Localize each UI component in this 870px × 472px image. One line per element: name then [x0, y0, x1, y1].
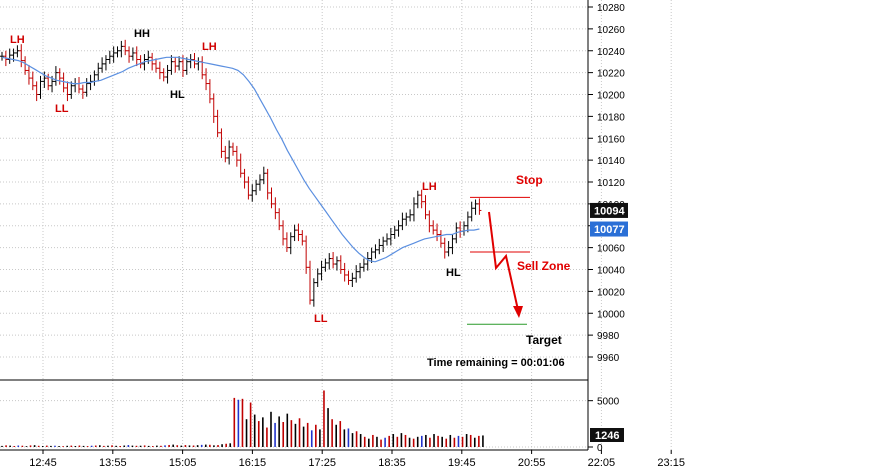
time-tick-label: 18:35: [378, 457, 406, 469]
average-label: 10077: [594, 224, 625, 236]
price-bars: [0, 39, 482, 307]
time-tick-label: 13:55: [99, 457, 127, 469]
price-tick-label: 10160: [597, 134, 625, 145]
current-volume-badge: 1246: [590, 428, 624, 442]
price-tick-label: 10000: [597, 309, 625, 320]
price-tick-label: 10200: [597, 91, 625, 102]
time-tick-label: 22:05: [588, 457, 616, 469]
price-tick-label: 10180: [597, 112, 625, 123]
current-volume-label: 1246: [595, 430, 619, 442]
price-tick-label: 9980: [597, 331, 620, 342]
swing-label-hl-1: HL: [170, 89, 185, 101]
price-tick-label: 10140: [597, 156, 625, 167]
price-tick-label: 10040: [597, 266, 625, 277]
swing-label-lh-2: LH: [202, 41, 217, 53]
time-tick-label: 16:15: [239, 457, 267, 469]
time-tick-label: 23:15: [657, 457, 685, 469]
projection-arrowhead: [513, 306, 523, 318]
price-tick-label: 10220: [597, 69, 625, 80]
volume-tick-labels: 5000 0: [588, 397, 620, 454]
price-tick-label: 10240: [597, 47, 625, 58]
volume-bars: [1, 390, 484, 447]
sell-zone-label: Sell Zone: [517, 259, 571, 273]
time-tick-label: 15:05: [169, 457, 197, 469]
current-price-badge: 10094: [590, 202, 628, 218]
target-label: Target: [526, 333, 562, 347]
price-tick-label: 9960: [597, 353, 620, 364]
swing-label-ll-2: LL: [314, 313, 328, 325]
time-tick-labels: 12:45 13:55 15:05 16:15 17:25 18:35 19:45 20:55…: [29, 450, 685, 469]
volume-tick-label: 5000: [597, 397, 620, 408]
price-grid: [0, 0, 672, 380]
price-tick-label: 10260: [597, 25, 625, 36]
swing-label-hh: HH: [134, 28, 150, 40]
price-tick-labels: 10280 10260 10240 10220 10200 10180 10160 10140…: [588, 3, 625, 364]
time-tick-label: 19:45: [448, 457, 476, 469]
swing-label-hl-2: HL: [446, 267, 461, 279]
time-tick-label: 20:55: [518, 457, 546, 469]
projection-arrow: [488, 211, 519, 311]
swing-label-lh-3: LH: [422, 181, 437, 193]
swing-label-ll-1: LL: [55, 103, 69, 115]
moving-average-line: [1, 56, 480, 263]
volume-grid: [0, 380, 672, 450]
time-tick-label: 17:25: [308, 457, 336, 469]
average-badge: 10077: [590, 221, 628, 237]
price-tick-label: 10020: [597, 287, 625, 298]
volume-tick-label: 0: [597, 443, 603, 454]
price-tick-label: 10060: [597, 244, 625, 255]
price-tick-label: 10280: [597, 3, 625, 14]
stop-label: Stop: [516, 173, 543, 187]
swing-label-lh-1: LH: [10, 34, 25, 46]
time-tick-label: 12:45: [29, 457, 57, 469]
time-remaining: Time remaining = 00:01:06: [427, 357, 565, 369]
price-tick-label: 10120: [597, 178, 625, 189]
current-price-label: 10094: [594, 205, 625, 217]
